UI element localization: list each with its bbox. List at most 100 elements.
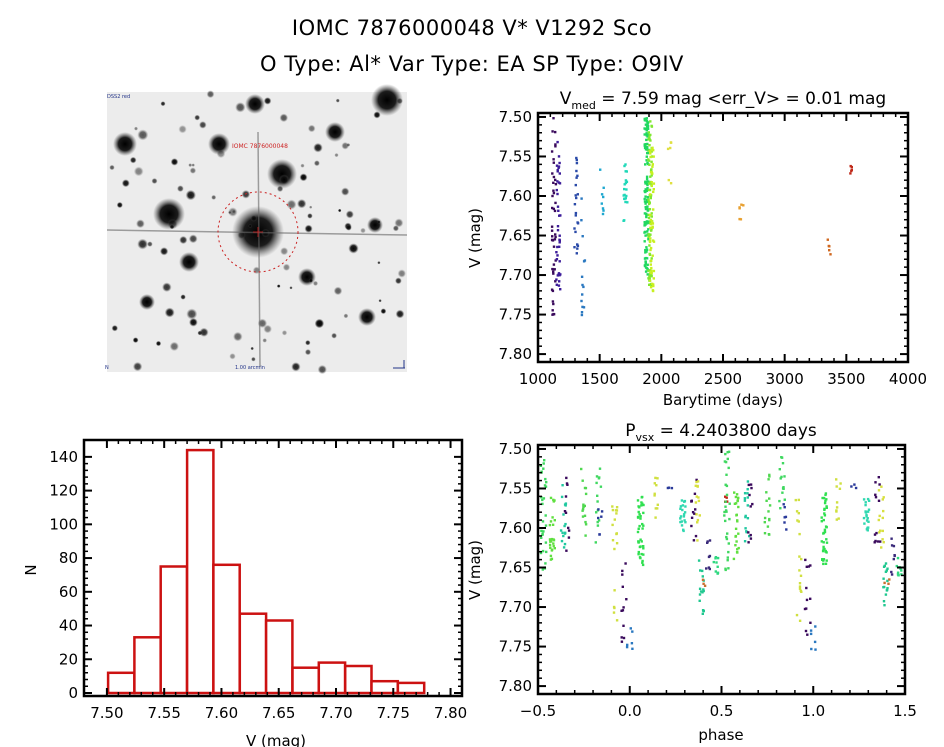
phased-point [696,518,700,522]
lightcurve-point [645,120,649,123]
phased-point [563,542,567,546]
lightcurve-xtick-label: 3000 [766,370,804,388]
lightcurve-point [625,188,628,191]
lightcurve-xlabel: Barytime (days) [663,391,783,409]
lightcurve-xtick-label: 2000 [642,370,680,388]
phased-point [725,493,729,497]
phased-point [564,511,568,514]
phased-point [597,516,600,520]
phased-point [724,495,727,498]
lightcurve-point [650,174,653,177]
lightcurve-point [648,234,651,237]
lightcurve-xtick-label: 1500 [581,370,619,388]
lightcurve-point [645,188,648,191]
histogram-xtick-label: 7.55 [147,704,180,722]
lightcurve-point [645,159,648,162]
phased-point [888,578,891,581]
phased-point [798,555,801,558]
phased-point [882,600,886,603]
lightcurve-point [643,118,646,121]
lightcurve-point [649,150,652,153]
star [308,278,313,283]
phased-point [896,571,900,574]
star [178,125,187,134]
lightcurve-point [576,247,579,250]
star [113,132,137,156]
phased-point [747,531,750,534]
phased-point [681,504,685,507]
histogram-xtick-label: 7.50 [90,704,123,722]
star [199,327,209,337]
lightcurve-point [551,309,554,312]
phased-point [823,512,826,515]
phased-point [550,537,554,541]
phased-point [625,598,628,601]
lightcurve-point [652,182,656,185]
star [139,294,155,310]
lightcurve-point [649,222,653,226]
star [304,224,313,233]
lightcurve-point [649,286,653,289]
phased-point [783,498,786,501]
phased-point [824,499,827,503]
phased-point [551,516,554,519]
phased-point [893,554,896,557]
lightcurve-point [552,175,556,179]
star [129,156,137,164]
phased-point [548,543,552,547]
lightcurve-point [649,213,652,217]
histogram-ylabel: N [22,564,40,575]
lightcurve-point [643,190,646,193]
phased-point [895,564,898,568]
lightcurve-point [828,245,831,248]
lightcurve-point [738,217,741,221]
phased-point [825,538,828,541]
phased-point [561,484,564,487]
lightcurve-point [648,144,651,147]
star [331,332,337,339]
phased-point [890,537,893,540]
phased-point [695,478,698,482]
phased-point [737,505,740,509]
lightcurve-ytick-label: 7.65 [499,227,532,245]
phased-point [637,553,640,556]
phased-point [714,557,717,560]
lightcurve-point [647,277,650,280]
phased-point [693,492,697,495]
phased-point [680,520,683,523]
phased-point [866,526,869,530]
phased-point [679,520,682,524]
star [136,219,145,229]
phased-point [896,556,900,560]
phased-point [880,485,883,488]
phased-point [724,483,727,486]
lightcurve-point [646,122,649,126]
phased-point [879,529,882,532]
scale-label: 1.00 arcmin [235,365,265,371]
lightcurve-point [646,273,649,276]
lightcurve-point [554,233,557,236]
lightcurve-point [644,262,647,265]
phased-point [583,486,587,490]
phased-point [809,632,813,636]
phased-point [824,493,827,497]
phased-point [690,500,693,503]
phased-point [563,510,567,513]
phased-point [539,551,543,555]
lightcurve-point [644,251,647,254]
phased-point [813,640,817,644]
lightcurve-point [554,259,557,262]
phased-ytick-label: 7.80 [499,677,532,695]
lightcurve-point [649,246,653,250]
phased-point [639,515,642,518]
phased-point [684,505,687,508]
lightcurve-point [646,151,650,155]
phased-point [696,521,699,524]
star [276,284,281,288]
lightcurve-point [555,258,559,261]
lightcurve-point [645,222,648,225]
phased-point [637,550,640,554]
phased-point [768,473,771,477]
phased-point [542,530,545,533]
